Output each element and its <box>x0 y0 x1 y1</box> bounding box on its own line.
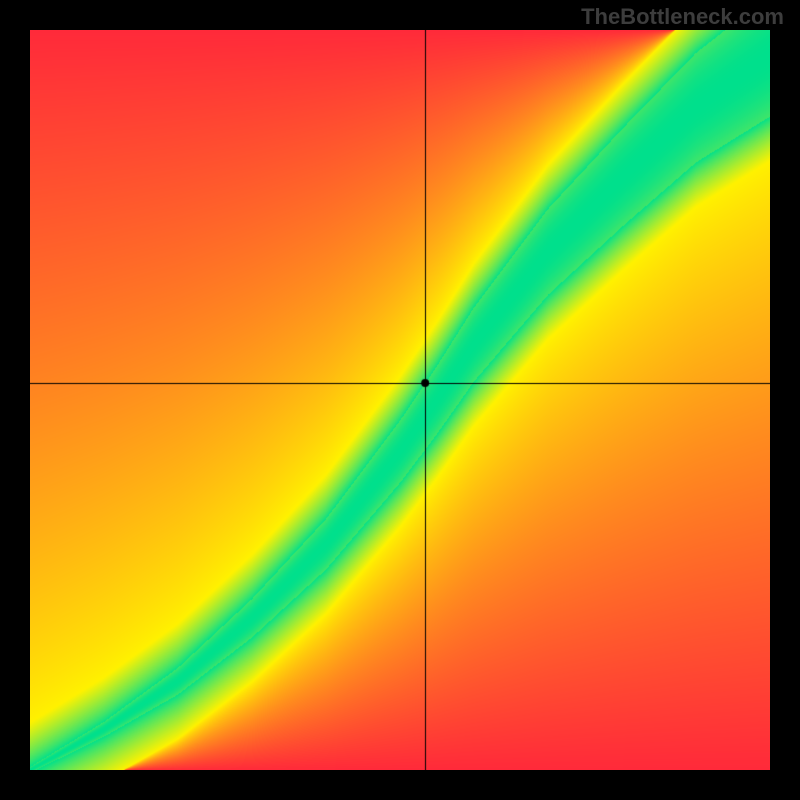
heatmap-canvas <box>30 30 770 770</box>
watermark-text: TheBottleneck.com <box>581 4 784 30</box>
bottleneck-heatmap <box>30 30 770 770</box>
